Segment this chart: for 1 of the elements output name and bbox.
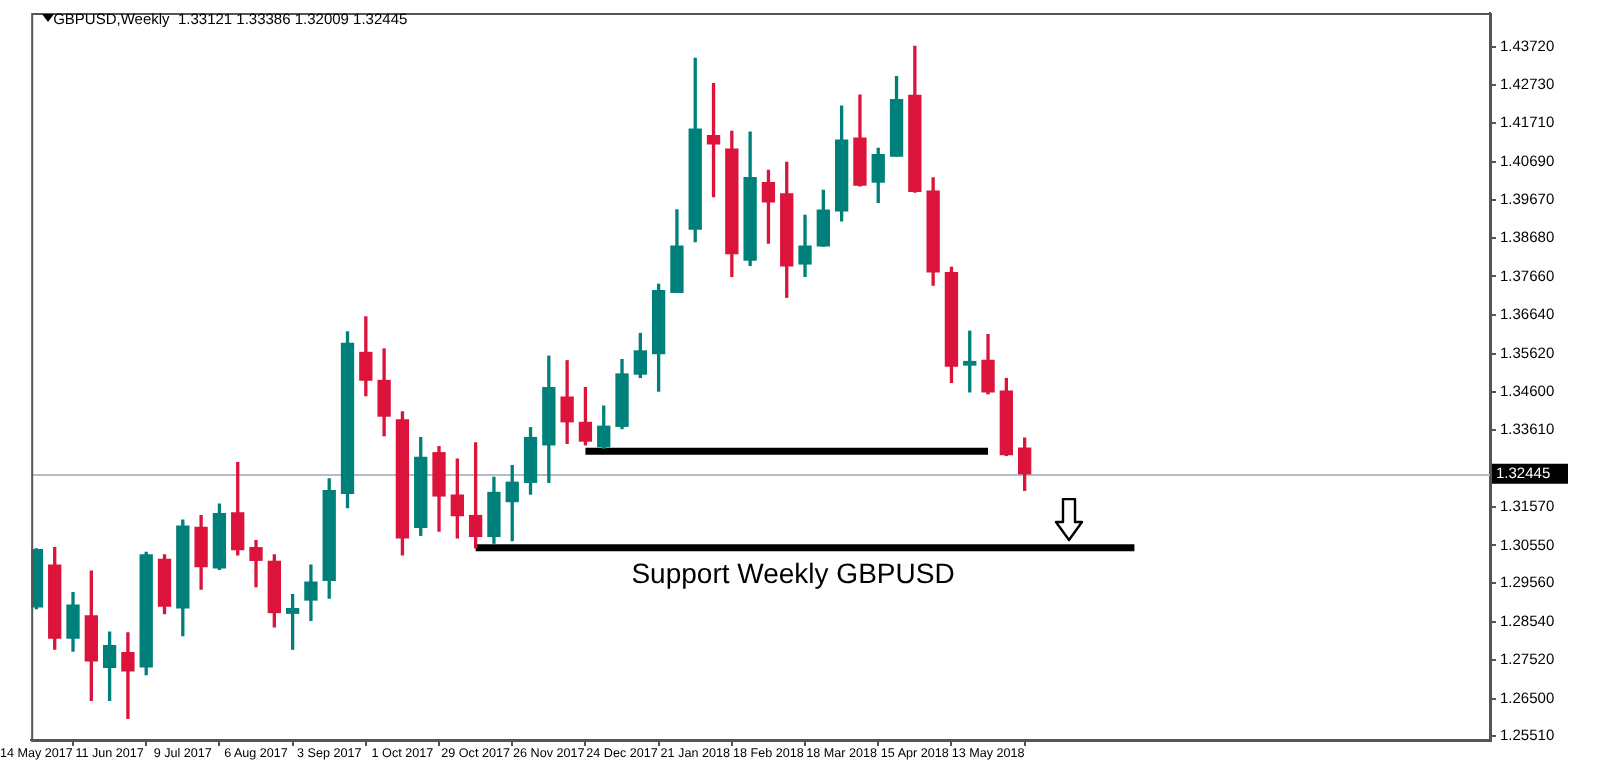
series-label: Support Weekly GBPUSD — [631, 557, 955, 590]
